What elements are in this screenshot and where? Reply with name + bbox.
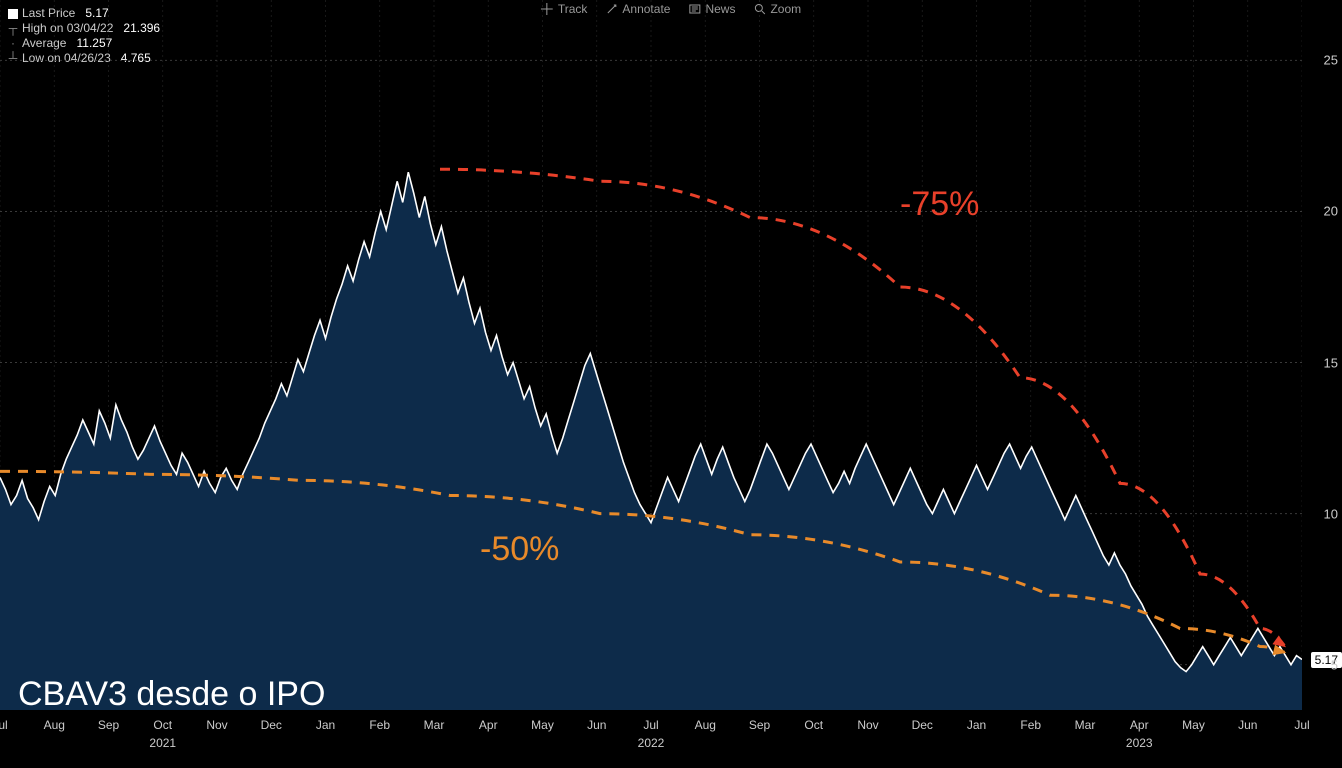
x-month-label: Dec [912, 718, 933, 732]
y-tick-label: 5 [1331, 657, 1338, 672]
y-tick-label: 15 [1324, 355, 1338, 370]
y-tick-label: 20 [1324, 204, 1338, 219]
x-month-label: Feb [1020, 718, 1041, 732]
x-year-label: 2021 [149, 736, 176, 750]
x-month-label: Jul [1294, 718, 1309, 732]
x-month-label: Jun [587, 718, 606, 732]
x-month-label: Mar [1075, 718, 1096, 732]
chart-caption: CBAV3 desde o IPO [18, 675, 325, 714]
x-month-label: Jan [316, 718, 335, 732]
x-year-label: 2022 [638, 736, 665, 750]
x-month-label: Mar [424, 718, 445, 732]
x-month-label: Apr [479, 718, 498, 732]
price-chart[interactable] [0, 0, 1302, 710]
x-month-label: Apr [1130, 718, 1149, 732]
x-month-label: May [531, 718, 554, 732]
x-month-label: Sep [98, 718, 119, 732]
x-month-label: Oct [153, 718, 172, 732]
x-month-label: Feb [369, 718, 390, 732]
y-tick-label: 25 [1324, 53, 1338, 68]
x-month-label: Oct [804, 718, 823, 732]
x-month-label: Jul [0, 718, 8, 732]
y-tick-label: 10 [1324, 506, 1338, 521]
x-month-label: Jul [643, 718, 658, 732]
x-month-label: Jan [967, 718, 986, 732]
x-month-label: Sep [749, 718, 770, 732]
x-month-label: Nov [857, 718, 878, 732]
x-month-label: May [1182, 718, 1205, 732]
chart-root: Track Annotate News Zoom Last Price 5.17… [0, 0, 1342, 768]
x-month-label: Dec [261, 718, 282, 732]
x-month-label: Aug [695, 718, 716, 732]
x-month-label: Nov [206, 718, 227, 732]
x-month-label: Jun [1238, 718, 1257, 732]
x-month-label: Aug [44, 718, 65, 732]
annotation-minus75: -75% [900, 185, 979, 224]
x-year-label: 2023 [1126, 736, 1153, 750]
annotation-minus50: -50% [480, 530, 559, 569]
